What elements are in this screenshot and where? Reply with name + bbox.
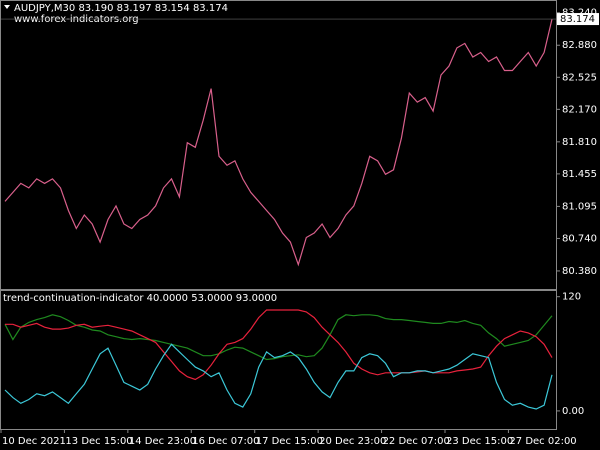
- indicator-pane-frame: [0, 290, 557, 430]
- x-tick-label: 23 Dec 15:00: [446, 436, 513, 447]
- x-tick-label: 20 Dec 23:00: [319, 436, 386, 447]
- price-line: [4, 18, 553, 267]
- watermark: www.forex-indicators.org: [14, 14, 139, 25]
- x-tick-label: 16 Dec 07:00: [192, 436, 259, 447]
- x-tick-label: 17 Dec 15:00: [256, 436, 323, 447]
- y-tick-label: 0.00: [562, 406, 584, 417]
- y-tick-label: 80.380: [562, 266, 597, 277]
- indicator-line: [4, 314, 553, 361]
- menu-arrow[interactable]: [4, 5, 10, 9]
- x-tick-label: 14 Dec 23:00: [129, 436, 196, 447]
- y-tick-label: 81.810: [562, 137, 597, 148]
- indicator-line: [5, 309, 553, 381]
- x-tick-label: 10 Dec 2021: [2, 436, 66, 447]
- price-pane-frame: [0, 0, 557, 290]
- last-price-label: 83.174: [560, 14, 595, 25]
- y-tick-label: 81.095: [562, 201, 597, 212]
- y-tick-label: 120: [562, 292, 581, 303]
- x-tick-label: 27 Dec 02:00: [509, 436, 576, 447]
- symbol-header: AUDJPY,M30 83.190 83.197 83.154 83.174: [14, 3, 228, 14]
- indicator-line: [4, 343, 553, 410]
- y-tick-label: 80.740: [562, 233, 597, 244]
- y-tick-label: 82.525: [562, 72, 597, 83]
- x-tick-label: 13 Dec 15:00: [65, 436, 132, 447]
- indicator-header: trend-continuation-indicator 40.0000 53.…: [3, 293, 277, 304]
- y-tick-label: 82.170: [562, 104, 597, 115]
- last-price-tag: [557, 13, 599, 26]
- y-tick-label: 82.880: [562, 40, 597, 51]
- x-tick-label: 22 Dec 07:00: [383, 436, 450, 447]
- y-tick-label: 81.455: [562, 169, 597, 180]
